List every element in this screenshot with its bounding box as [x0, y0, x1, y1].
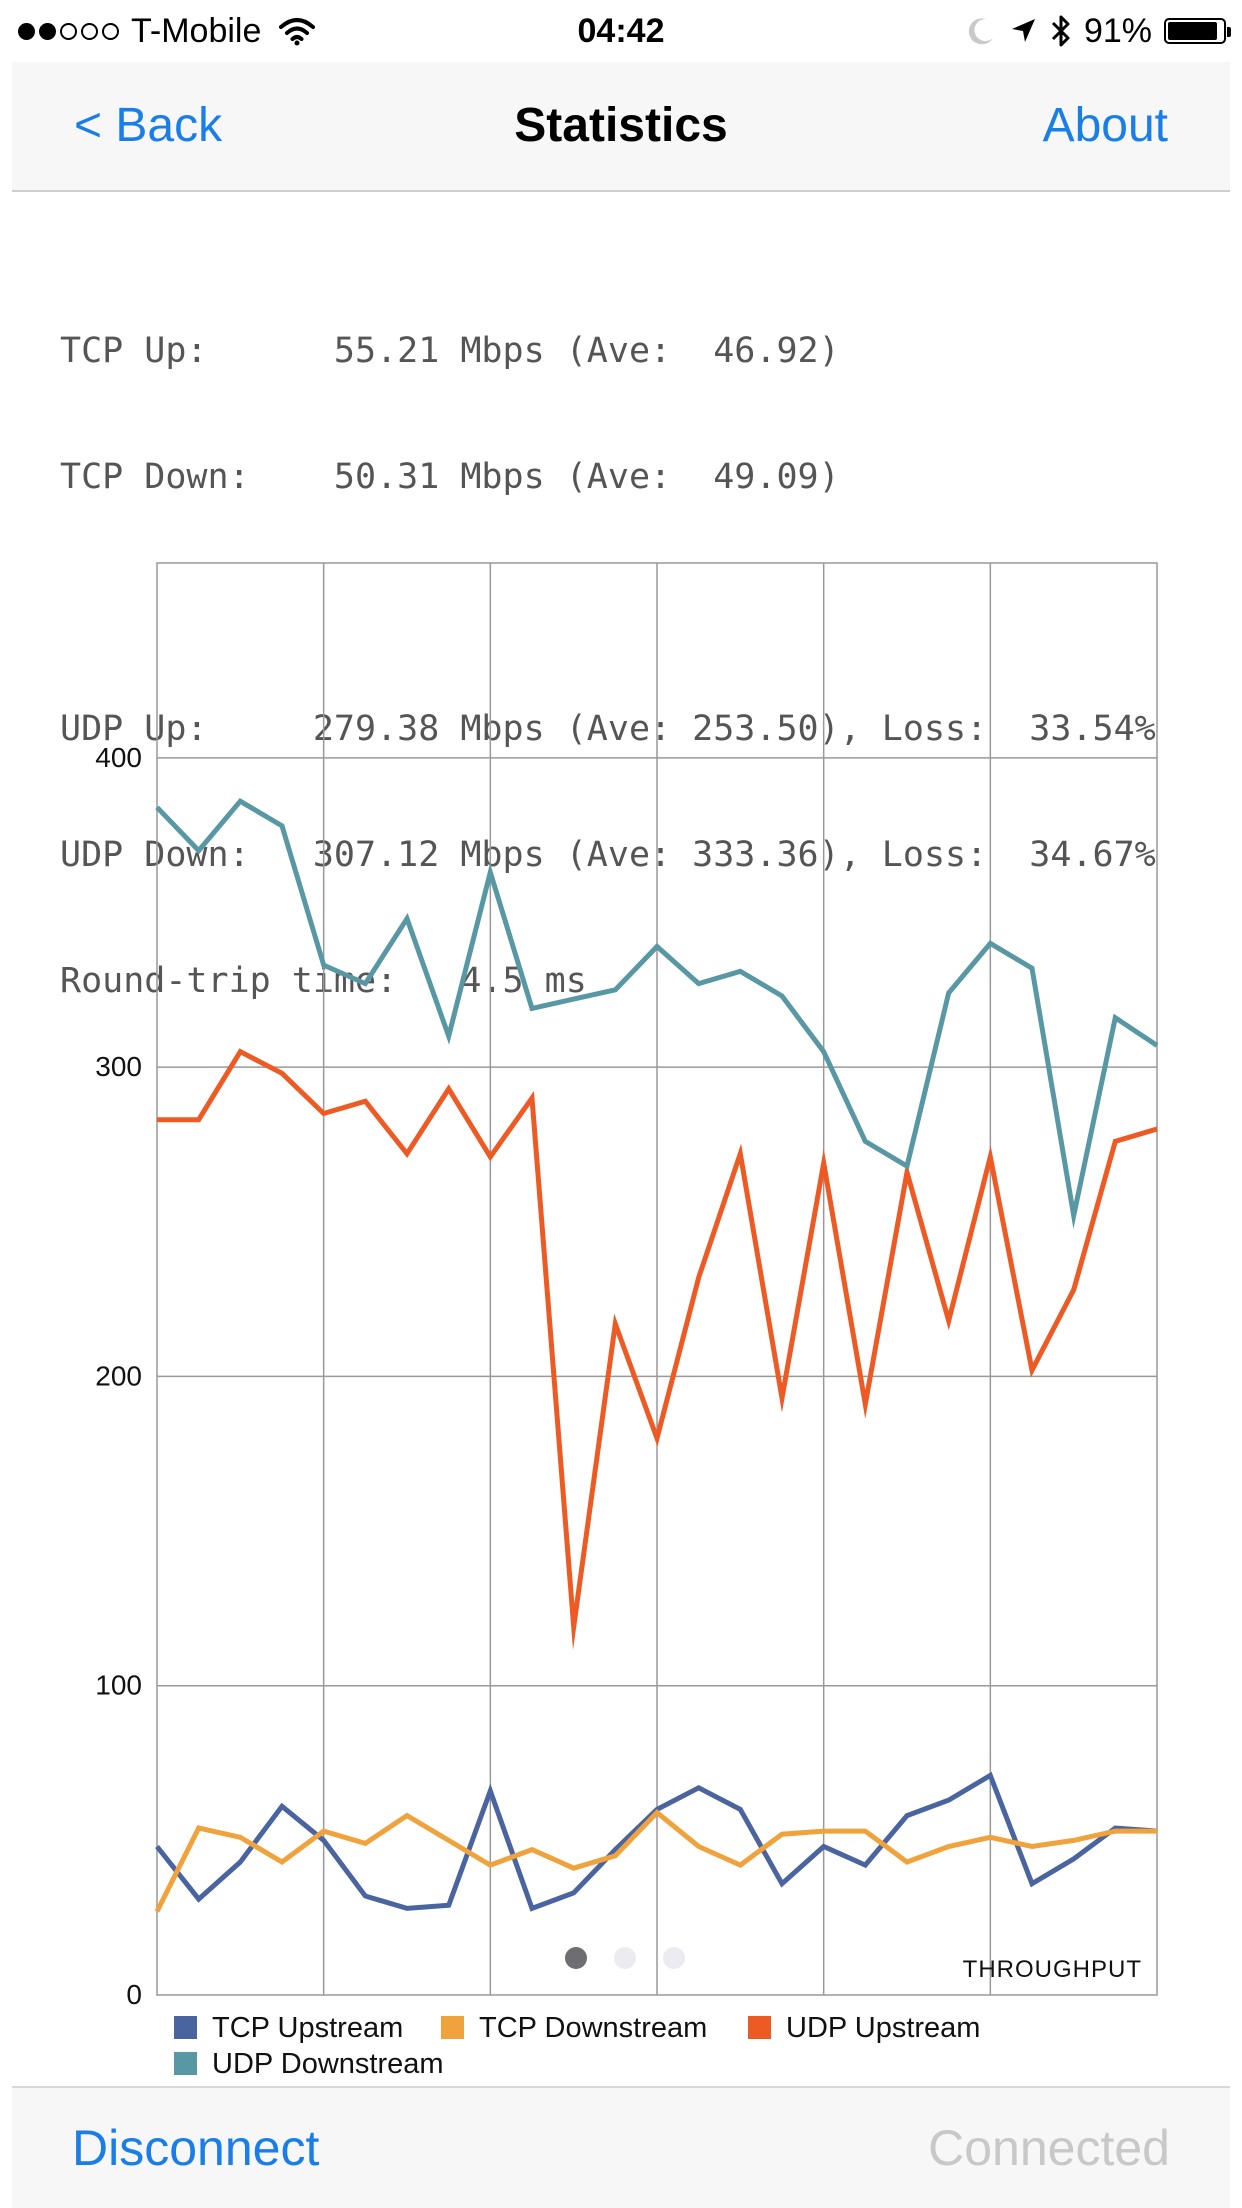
chart-y-axis: 0 100 200 300 400: [95, 742, 142, 2010]
about-button[interactable]: About: [1042, 99, 1168, 152]
legend-label: TCP Downstream: [479, 2012, 707, 2044]
bottom-bar: Disconnect Connected: [12, 2086, 1230, 2208]
signal-strength-icon: [18, 22, 119, 40]
chart-corner-label: THROUGHPUT: [963, 1956, 1142, 1983]
tcp-down-line: TCP Down: 50.31 Mbps (Ave: 49.09): [60, 457, 840, 497]
throughput-chart[interactable]: 0 100 200 300 400 THROUGHPUT TCP Upstream TCP…: [0, 540, 1242, 2080]
y-tick-label: 100: [95, 1670, 142, 1701]
series-line-udp-downstream: [155, 797, 1159, 1230]
legend-label: TCP Upstream: [212, 2012, 403, 2044]
legend-swatch: [748, 2016, 771, 2039]
chart-grid: [156, 562, 1158, 1996]
page-dot[interactable]: [614, 1947, 636, 1969]
y-tick-label: 400: [95, 742, 142, 773]
statistics-summary: TCP Up: 55.21 Mbps (Ave: 46.92) TCP Down…: [60, 246, 1156, 1044]
y-tick-label: 200: [95, 1360, 142, 1391]
chart-lines: [154, 797, 1159, 1913]
battery-cap: [1227, 27, 1231, 37]
chart-legend: TCP Upstream TCP Downstream UDP Upstream UD…: [174, 2012, 980, 2080]
legend-swatch: [174, 2052, 197, 2075]
status-right: 91%: [966, 0, 1231, 62]
tcp-up-line: TCP Up: 55.21 Mbps (Ave: 46.92): [60, 331, 840, 371]
y-tick-label: 300: [95, 1051, 142, 1082]
signal-dot: [60, 22, 77, 40]
legend-swatch: [441, 2016, 464, 2039]
status-bar: T-Mobile 04:42 91%: [0, 0, 1242, 62]
series-line-udp-upstream: [157, 1048, 1158, 1651]
wifi-icon: [279, 18, 316, 46]
page-dot[interactable]: [565, 1947, 587, 1969]
legend-label: UDP Upstream: [786, 2012, 980, 2044]
back-button[interactable]: < Back: [74, 99, 223, 152]
carrier-name: T-Mobile: [131, 11, 262, 50]
legend-swatch: [174, 2016, 197, 2039]
status-left: T-Mobile: [18, 0, 317, 62]
battery-level-fill: [1168, 22, 1218, 40]
udp-up-line: UDP Up: 279.38 Mbps (Ave: 253.50), Loss:…: [60, 709, 1156, 749]
bluetooth-icon: [1051, 15, 1070, 47]
signal-dot: [18, 22, 35, 40]
legend-label: UDP Downstream: [212, 2048, 444, 2080]
series-line-tcp-downstream: [154, 1809, 1157, 1913]
navigation-bar: < Back Statistics About: [12, 62, 1230, 192]
page-dot[interactable]: [663, 1947, 685, 1969]
signal-dot: [39, 22, 56, 40]
rtt-line: Round-trip time: 4.5 ms: [60, 961, 587, 1001]
location-arrow-icon: [1011, 19, 1035, 42]
connection-status: Connected: [928, 2120, 1170, 2176]
signal-dot: [102, 22, 119, 40]
battery-percent: 91%: [1083, 11, 1152, 50]
y-tick-label: 0: [126, 1979, 142, 2010]
udp-down-line: UDP Down: 307.12 Mbps (Ave: 333.36), Los…: [60, 835, 1156, 875]
page-indicator[interactable]: [565, 1947, 685, 1969]
battery-icon: [1164, 18, 1231, 44]
moon-icon: [968, 18, 993, 45]
disconnect-button[interactable]: Disconnect: [72, 2120, 320, 2176]
signal-dot: [81, 22, 98, 40]
